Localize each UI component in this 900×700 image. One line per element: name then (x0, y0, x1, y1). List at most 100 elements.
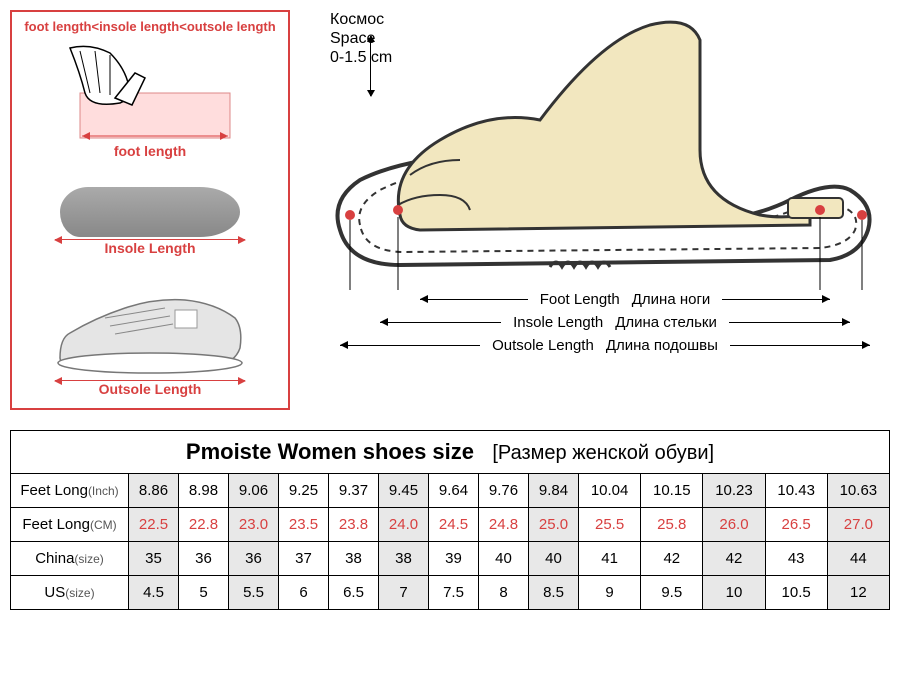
size-table-section: Pmoiste Women shoes size [Размер женской… (10, 430, 890, 610)
size-cell: 10.04 (579, 474, 641, 508)
size-cell: 12 (827, 576, 889, 610)
dimension-row: Outsole Length Длина подошвы (320, 337, 880, 354)
row-header: Feet Long(Inch) (11, 474, 129, 508)
insole-length-label: Insole Length (105, 240, 196, 256)
table-row: Feet Long(CM)22.522.823.023.523.824.024.… (11, 508, 890, 542)
size-cell: 39 (429, 542, 479, 576)
foot-length-block: foot length (17, 40, 283, 161)
size-cell: 41 (579, 542, 641, 576)
size-cell: 25.8 (641, 508, 703, 542)
table-row: Feet Long(Inch)8.868.989.069.259.379.459… (11, 474, 890, 508)
dim-arrow-left (340, 345, 480, 346)
row-header: US(size) (11, 576, 129, 610)
dim-label-en: Foot Length (540, 291, 620, 308)
size-cell: 6 (279, 576, 329, 610)
size-cell: 9.64 (429, 474, 479, 508)
foot-trace-icon (60, 43, 240, 143)
size-cell: 36 (179, 542, 229, 576)
size-cell: 9.06 (229, 474, 279, 508)
sneaker-icon (55, 288, 245, 378)
outsole-length-block: Outsole Length (17, 282, 283, 403)
size-cell: 38 (329, 542, 379, 576)
size-cell: 40 (479, 542, 529, 576)
table-title-main: Pmoiste Women shoes size (186, 439, 474, 464)
size-cell: 9.5 (641, 576, 703, 610)
measurement-guide-panel: foot length<insole length<outsole length… (10, 10, 290, 410)
table-title: Pmoiste Women shoes size [Размер женской… (10, 430, 890, 473)
dim-arrow-right (729, 322, 850, 323)
size-cell: 25.5 (579, 508, 641, 542)
size-cell: 9.45 (379, 474, 429, 508)
foot-length-label: foot length (114, 143, 186, 159)
size-cell: 22.5 (129, 508, 179, 542)
dimension-row: Insole Length Длина стельки (320, 314, 880, 331)
dim-arrow-left (420, 299, 528, 300)
size-cell: 36 (229, 542, 279, 576)
size-cell: 9.25 (279, 474, 329, 508)
size-cell: 42 (641, 542, 703, 576)
insole-arrow (55, 239, 245, 240)
size-cell: 24.0 (379, 508, 429, 542)
size-cell: 24.5 (429, 508, 479, 542)
size-cell: 10.63 (827, 474, 889, 508)
size-table: Feet Long(Inch)8.868.989.069.259.379.459… (10, 473, 890, 610)
size-cell: 7 (379, 576, 429, 610)
shoe-diagram-panel: Космос Space 0-1.5 cm (310, 10, 890, 410)
dim-arrow-right (722, 299, 830, 300)
size-cell: 8.98 (179, 474, 229, 508)
size-cell: 5 (179, 576, 229, 610)
insole-icon (60, 187, 240, 237)
dim-label-en: Outsole Length (492, 337, 594, 354)
size-cell: 10.5 (765, 576, 827, 610)
inequality-header: foot length<insole length<outsole length (17, 17, 283, 40)
size-cell: 23.5 (279, 508, 329, 542)
size-cell: 10.15 (641, 474, 703, 508)
size-cell: 9.76 (479, 474, 529, 508)
size-cell: 10.43 (765, 474, 827, 508)
size-cell: 26.5 (765, 508, 827, 542)
size-cell: 37 (279, 542, 329, 576)
size-cell: 38 (379, 542, 429, 576)
dim-label-en: Insole Length (513, 314, 603, 331)
size-cell: 23.0 (229, 508, 279, 542)
table-row: US(size)4.555.566.577.588.599.51010.512 (11, 576, 890, 610)
size-cell: 26.0 (703, 508, 765, 542)
size-cell: 9 (579, 576, 641, 610)
size-cell: 23.8 (329, 508, 379, 542)
insole-length-block: Insole Length (17, 161, 283, 282)
size-cell: 7.5 (429, 576, 479, 610)
size-cell: 35 (129, 542, 179, 576)
table-title-sub: [Размер женской обуви] (492, 442, 714, 464)
dim-arrow-left (380, 322, 501, 323)
table-row: China(size)3536363738383940404142424344 (11, 542, 890, 576)
size-cell: 8.86 (129, 474, 179, 508)
size-cell: 43 (765, 542, 827, 576)
row-header: Feet Long(CM) (11, 508, 129, 542)
size-cell: 10.23 (703, 474, 765, 508)
size-cell: 40 (529, 542, 579, 576)
size-cell: 5.5 (229, 576, 279, 610)
dim-arrow-right (730, 345, 870, 346)
row-header: China(size) (11, 542, 129, 576)
dim-label-ru: Длина ноги (632, 291, 711, 308)
size-cell: 44 (827, 542, 889, 576)
outsole-length-label: Outsole Length (99, 381, 202, 397)
size-cell: 42 (703, 542, 765, 576)
size-cell: 22.8 (179, 508, 229, 542)
shoe-cross-section-icon (320, 20, 880, 290)
dim-label-ru: Длина стельки (615, 314, 717, 331)
size-cell: 8 (479, 576, 529, 610)
size-cell: 8.5 (529, 576, 579, 610)
size-cell: 9.84 (529, 474, 579, 508)
size-cell: 25.0 (529, 508, 579, 542)
size-cell: 24.8 (479, 508, 529, 542)
dim-label-ru: Длина подошвы (606, 337, 718, 354)
dimension-row: Foot Length Длина ноги (320, 291, 880, 308)
dimension-lines: Foot LengthДлина ногиInsole LengthДлина … (320, 285, 880, 360)
size-cell: 27.0 (827, 508, 889, 542)
size-cell: 4.5 (129, 576, 179, 610)
top-section: foot length<insole length<outsole length… (10, 10, 890, 410)
outsole-arrow (55, 380, 245, 381)
size-cell: 6.5 (329, 576, 379, 610)
size-cell: 9.37 (329, 474, 379, 508)
